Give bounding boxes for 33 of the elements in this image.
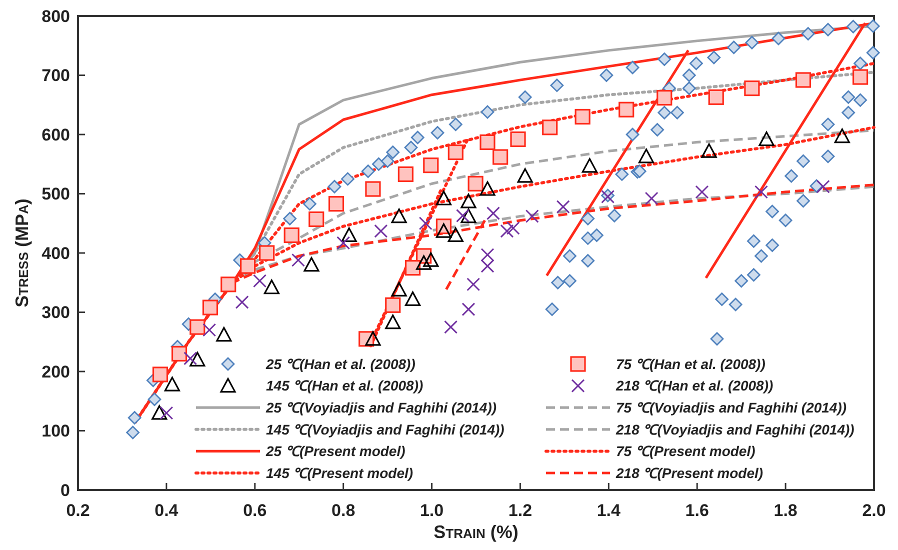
x-tick-label: 0.2: [66, 501, 90, 520]
legend-label: 145 ℃(Present model): [266, 464, 414, 481]
legend-label: 145 ℃(Voyiadjis and Faghihi (2014)): [266, 421, 505, 438]
y-tick-label: 100: [42, 422, 70, 441]
x-tick-label: 1.2: [508, 501, 532, 520]
legend-label: 218 ℃(Voyiadjis and Faghihi (2014)): [615, 421, 855, 438]
x-tick-label: 1.8: [774, 501, 798, 520]
legend-label: 25 ℃(Han et al. (2008)): [265, 356, 416, 372]
legend-label: 75 ℃(Han et al. (2008)): [616, 356, 766, 372]
x-tick-label: 2.0: [862, 501, 886, 520]
x-tick-label: 1.4: [596, 501, 622, 520]
y-tick-label: 500: [42, 184, 70, 204]
x-tick-label: 1.6: [685, 501, 709, 520]
legend-label: 218 ℃(Present model): [615, 464, 764, 481]
x-tick-label: 0.8: [332, 501, 356, 520]
legend-label: 75 ℃(Voyiadjis and Faghihi (2014)): [616, 400, 847, 416]
x-tick-label: 0.6: [243, 501, 267, 520]
x-tick-label: 1.0: [420, 501, 444, 520]
y-tick-label: 400: [42, 244, 70, 263]
y-tick-label: 700: [42, 66, 70, 86]
legend-label: 218 ℃(Han et al. (2008)): [615, 378, 774, 394]
x-axis-title: Strain (%): [434, 522, 518, 542]
y-axis-title: Stress (MPa): [12, 198, 32, 308]
legend-label: 25 ℃(Present model): [265, 443, 406, 460]
y-tick-label: 600: [42, 125, 70, 144]
legend-label: 75 ℃(Present model): [616, 443, 756, 460]
y-tick-label: 0: [60, 480, 70, 500]
y-tick-label: 800: [42, 6, 70, 26]
y-tick-label: 200: [42, 362, 70, 382]
legend-label: 145 ℃(Han et al. (2008)): [266, 378, 424, 394]
y-tick-label: 300: [42, 303, 70, 322]
legend-label: 25 ℃(Voyiadjis and Faghihi (2014)): [265, 400, 497, 416]
x-tick-label: 0.4: [154, 501, 179, 520]
